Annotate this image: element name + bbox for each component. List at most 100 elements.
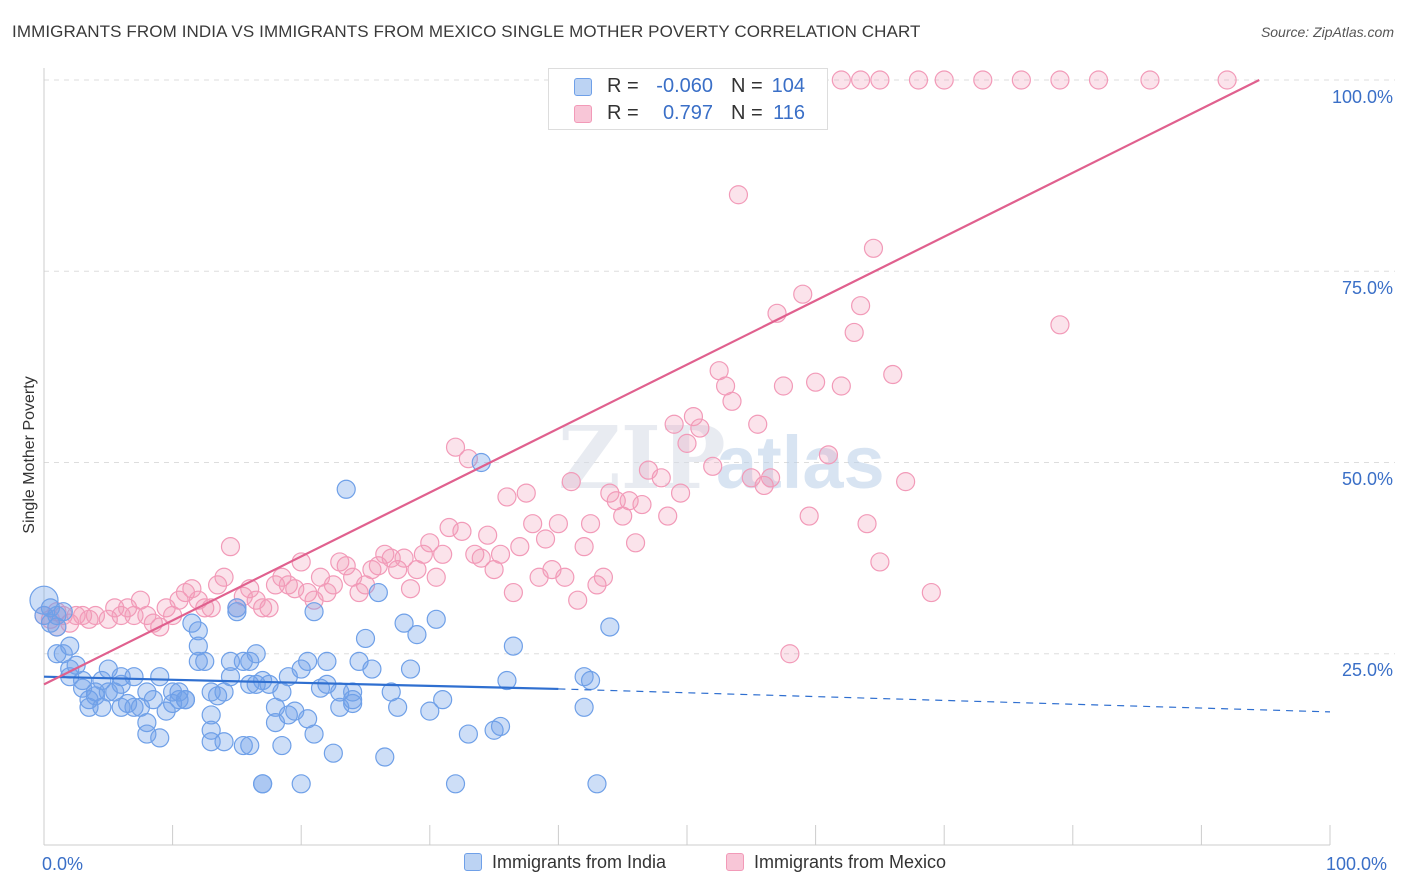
mexico-point [683, 407, 704, 427]
mexico-point [561, 472, 581, 492]
india-point [291, 659, 311, 679]
india-point [188, 651, 208, 672]
mexico-point [98, 609, 118, 629]
india-point [426, 609, 446, 629]
mexico-point [651, 468, 671, 488]
india-point [343, 693, 363, 714]
india-point [150, 728, 170, 748]
mexico-point [799, 506, 819, 526]
legend-mexico-n-value: 116 [773, 102, 805, 124]
india-point [188, 621, 208, 641]
mexico-point [831, 70, 851, 90]
india-point [137, 724, 157, 744]
india-point [233, 735, 253, 756]
mexico-point [831, 376, 851, 396]
legend-mexico-r-label: R = [607, 102, 639, 124]
y-tick-label-50: 50.0% [1341, 469, 1393, 489]
mexico-point [426, 567, 446, 587]
india-point [490, 716, 511, 737]
legend-mexico-n-label: N = [731, 102, 763, 124]
mexico-point [973, 70, 993, 90]
watermark-atlas: atlas [716, 421, 885, 504]
mexico-point [323, 575, 343, 595]
india-point [143, 690, 163, 710]
x-tick-label-0: 0.0% [42, 854, 84, 874]
chart-title: IMMIGRANTS FROM INDIA VS IMMIGRANTS FROM… [12, 22, 921, 41]
mexico-point [400, 579, 421, 599]
india-point [182, 613, 202, 633]
mexico-point [317, 582, 337, 603]
mexico-point [805, 372, 826, 392]
mexico-point [870, 70, 890, 90]
legend-swatch-mexico [574, 105, 592, 123]
mexico-point [66, 605, 86, 626]
mexico-point [388, 559, 408, 580]
india-point [201, 705, 221, 725]
mexico-point [670, 483, 691, 503]
mexico-point [870, 552, 890, 572]
india-point [323, 743, 343, 763]
mexico-point [285, 579, 305, 599]
mexico-point [587, 575, 607, 595]
india-point [471, 452, 491, 473]
india-point [169, 682, 189, 702]
india-point [169, 690, 189, 710]
mexico-point [523, 514, 543, 534]
legend-swatch-india [574, 78, 592, 96]
india-point [227, 598, 247, 618]
india-point [150, 667, 170, 687]
india-point [362, 659, 382, 679]
india-point [124, 697, 144, 717]
x-tick-label-100: 100.0% [1326, 854, 1388, 874]
mexico-point [593, 567, 614, 587]
mexico-point [259, 598, 279, 618]
india-point [246, 644, 266, 664]
india-point [355, 628, 376, 649]
mexico-point [619, 491, 639, 511]
mexico-point [137, 605, 157, 626]
india-point [304, 602, 324, 622]
mexico-point [503, 582, 523, 603]
mexico-point [851, 296, 871, 316]
mexico-point [1050, 70, 1070, 90]
mexico-point [600, 483, 620, 503]
india-point [503, 636, 523, 656]
mexico-point [728, 185, 749, 205]
bottom-legend-mexico: Immigrants from Mexico [726, 852, 946, 873]
india-point [53, 602, 73, 622]
india-point [368, 582, 388, 603]
legend-india-n-label: N = [731, 75, 763, 97]
india-point [60, 636, 80, 656]
india-point [272, 735, 292, 756]
mexico-point [574, 537, 594, 557]
mexico-point [510, 537, 530, 557]
mexico-point [1217, 70, 1237, 90]
mexico-point [908, 70, 929, 90]
india-point [291, 774, 311, 794]
mexico-point [568, 590, 588, 610]
y-tick-label-75: 75.0% [1341, 278, 1393, 298]
mexico-point [780, 644, 800, 664]
bottom-legend-label-mexico: Immigrants from Mexico [754, 852, 947, 872]
mexico-point [478, 525, 498, 545]
axes [43, 68, 1331, 846]
india-trend-line-extension [558, 688, 1331, 713]
mexico-point [253, 598, 273, 618]
mexico-point [818, 445, 839, 465]
india-point [458, 724, 478, 744]
india-point [124, 667, 144, 687]
bottom-legend-india: Immigrants from India [464, 852, 666, 873]
trend-lines [43, 79, 1331, 713]
mexico-point [658, 506, 678, 526]
y-tick-label-25: 25.0% [1341, 660, 1393, 680]
legend-india-r-label: R = [607, 75, 639, 97]
india-point [137, 712, 157, 733]
mexico-point [458, 449, 478, 469]
india-point [137, 682, 157, 702]
india-trend-line [43, 675, 559, 691]
india-point [317, 651, 337, 672]
legend-india-r-value: -0.060 [656, 75, 713, 97]
india-point [240, 651, 260, 672]
mexico-point [445, 437, 466, 457]
india-point [497, 670, 517, 691]
